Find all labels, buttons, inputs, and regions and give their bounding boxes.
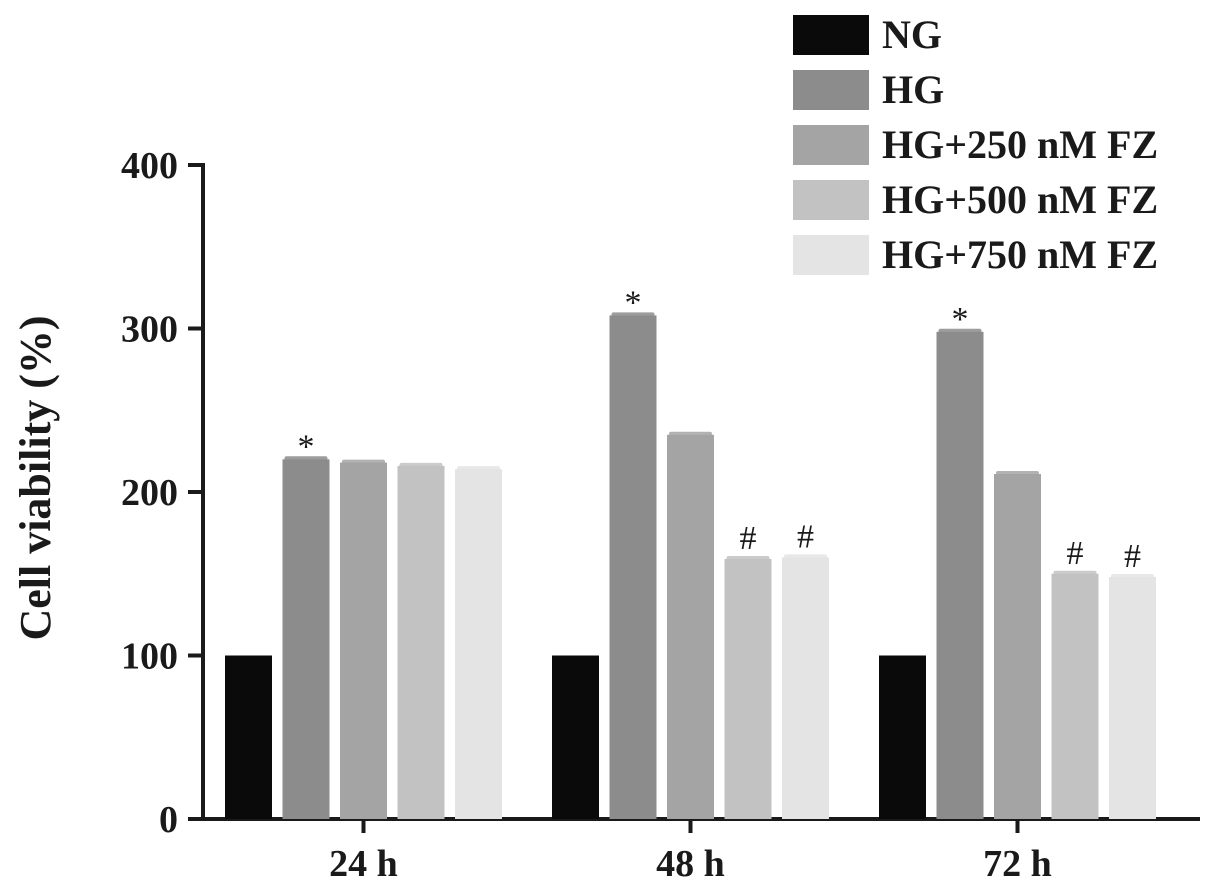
legend-label: HG+250 nM FZ [882, 122, 1158, 167]
y-tick-label: 400 [121, 145, 178, 187]
y-tick-label: 0 [159, 799, 178, 841]
error-cap [726, 556, 770, 561]
significance-star: * [298, 428, 315, 465]
annotations: * * # # * # # [298, 284, 1142, 575]
bar [782, 557, 829, 819]
bar [724, 559, 772, 819]
legend-label: HG [882, 67, 944, 112]
bar [936, 331, 984, 819]
y-tick-label: 300 [121, 309, 178, 351]
legend-swatch [793, 125, 869, 165]
legend: NG HG HG+250 nM FZ HG+500 nM FZ HG+750 nM FZ [793, 12, 1158, 277]
significance-hash: # [1124, 538, 1141, 575]
y-tick-label: 100 [121, 636, 178, 678]
significance-star: * [625, 284, 642, 321]
bar [225, 655, 272, 819]
error-cap [1111, 574, 1154, 579]
bar [994, 474, 1041, 819]
bar [552, 655, 599, 819]
significance-hash: # [740, 520, 757, 557]
error-cap [996, 471, 1039, 476]
legend-label: HG+500 nM FZ [882, 177, 1158, 222]
x-tick-label: 24 h [329, 843, 398, 885]
y-tick-label: 200 [121, 472, 178, 514]
error-cap [399, 462, 443, 467]
bar [282, 459, 330, 819]
x-ticks: 24 h 48 h 72 h [329, 819, 1052, 885]
legend-swatch [793, 180, 869, 220]
bar [609, 315, 657, 819]
significance-star: * [952, 301, 969, 338]
error-cap [342, 459, 385, 464]
y-axis-label: Cell viability (%) [11, 315, 60, 640]
bar [455, 469, 502, 819]
error-cap [669, 431, 712, 436]
legend-swatch [793, 15, 869, 55]
x-tick-label: 72 h [983, 843, 1052, 885]
error-cap [784, 554, 827, 559]
legend-label: NG [882, 12, 942, 57]
bar [1109, 577, 1156, 819]
error-cap [938, 328, 982, 333]
bar [397, 465, 445, 819]
y-ticks: 0 100 200 300 400 [121, 145, 203, 841]
significance-hash: # [797, 518, 814, 555]
x-tick-label: 48 h [656, 843, 725, 885]
bar [340, 462, 387, 819]
error-cap [284, 456, 328, 461]
legend-swatch [793, 70, 869, 110]
error-cap [611, 312, 655, 317]
bar [879, 655, 926, 819]
legend-swatch [793, 235, 869, 275]
bar [1051, 573, 1099, 819]
significance-hash: # [1067, 535, 1084, 572]
error-cap [457, 466, 500, 471]
error-cap [1053, 570, 1097, 575]
bar [667, 434, 714, 819]
bars [225, 312, 1156, 819]
legend-label: HG+750 nM FZ [882, 232, 1158, 277]
